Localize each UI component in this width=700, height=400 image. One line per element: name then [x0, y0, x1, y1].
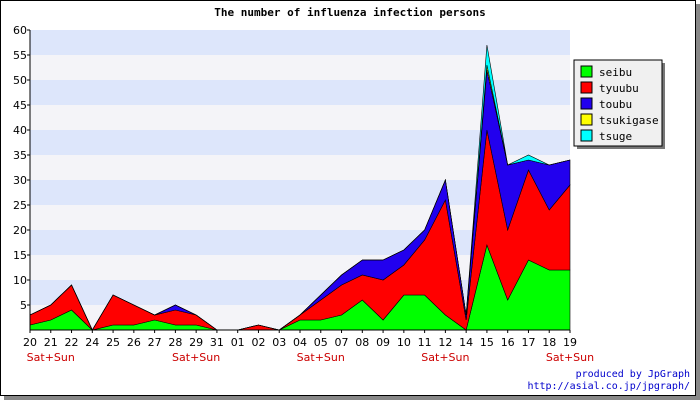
x-tick-label: 26	[127, 336, 141, 349]
legend-swatch	[580, 81, 593, 94]
legend-swatch	[580, 65, 593, 78]
x-tick-label: 08	[355, 336, 369, 349]
legend-swatch	[580, 97, 593, 110]
x-tick-label: 27	[148, 336, 162, 349]
y-tick-label: 50	[13, 74, 27, 87]
y-tick-label: 5	[20, 299, 27, 312]
x-tick-label: 11	[418, 336, 432, 349]
x-tick-label: 03	[272, 336, 286, 349]
x-tick-label: 12	[438, 336, 452, 349]
grid-band	[30, 105, 570, 130]
x-tick-label: 17	[521, 336, 535, 349]
x-tick-label: 05	[314, 336, 328, 349]
credit-line-1: produced by JpGraph	[576, 369, 690, 380]
grid-band	[30, 55, 570, 80]
legend-swatch	[580, 129, 593, 142]
legend-label: toubu	[599, 98, 632, 111]
y-tick-label: 25	[13, 199, 27, 212]
legend: seibu tyuubu toubu tsukigase tsuge	[573, 59, 665, 149]
x-tick-label: 25	[106, 336, 120, 349]
x-tick-label: 20	[23, 336, 37, 349]
y-tick-label: 55	[13, 49, 27, 62]
x-tick-label: 16	[501, 336, 515, 349]
weekend-annotation: Sat+Sun	[546, 351, 594, 364]
y-tick-label: 30	[13, 174, 27, 187]
x-tick-label: 04	[293, 336, 307, 349]
legend-label: tsukigase	[599, 114, 659, 127]
grid-band	[30, 80, 570, 105]
x-tick-label: 22	[65, 336, 79, 349]
weekend-annotation: Sat+Sun	[297, 351, 345, 364]
weekend-annotation: Sat+Sun	[421, 351, 469, 364]
x-tick-label: 14	[459, 336, 473, 349]
chart-title: The number of influenza infection person…	[214, 6, 486, 19]
series-area-tsuge	[29, 44, 571, 331]
weekend-annotation: Sat+Sun	[27, 351, 75, 364]
y-tick-label: 60	[13, 24, 27, 37]
x-tick-label: 19	[563, 336, 577, 349]
y-tick-label: 10	[13, 274, 27, 287]
weekend-annotation: Sat+Sun	[172, 351, 220, 364]
x-tick-label: 01	[231, 336, 245, 349]
y-tick-label: 35	[13, 149, 27, 162]
grid-band	[30, 30, 570, 55]
y-tick-label: 20	[13, 224, 27, 237]
legend-label: seibu	[599, 66, 632, 79]
x-tick-label: 18	[542, 336, 556, 349]
x-tick-label: 09	[376, 336, 390, 349]
x-tick-label: 28	[168, 336, 182, 349]
x-tick-label: 29	[189, 336, 203, 349]
x-tick-label: 07	[335, 336, 349, 349]
y-tick-label: 45	[13, 99, 27, 112]
legend-label: tsuge	[599, 130, 632, 143]
x-tick-label: 24	[85, 336, 99, 349]
credit-line-2: http://asial.co.jp/jpgraph/	[527, 381, 690, 392]
y-tick-label: 15	[13, 249, 27, 262]
x-tick-label: 21	[44, 336, 58, 349]
legend-label: tyuubu	[599, 82, 639, 95]
x-tick-label: 31	[210, 336, 224, 349]
x-tick-label: 10	[397, 336, 411, 349]
x-tick-label: 15	[480, 336, 494, 349]
legend-swatch	[580, 113, 593, 126]
x-tick-label: 02	[251, 336, 265, 349]
y-tick-label: 40	[13, 124, 27, 137]
